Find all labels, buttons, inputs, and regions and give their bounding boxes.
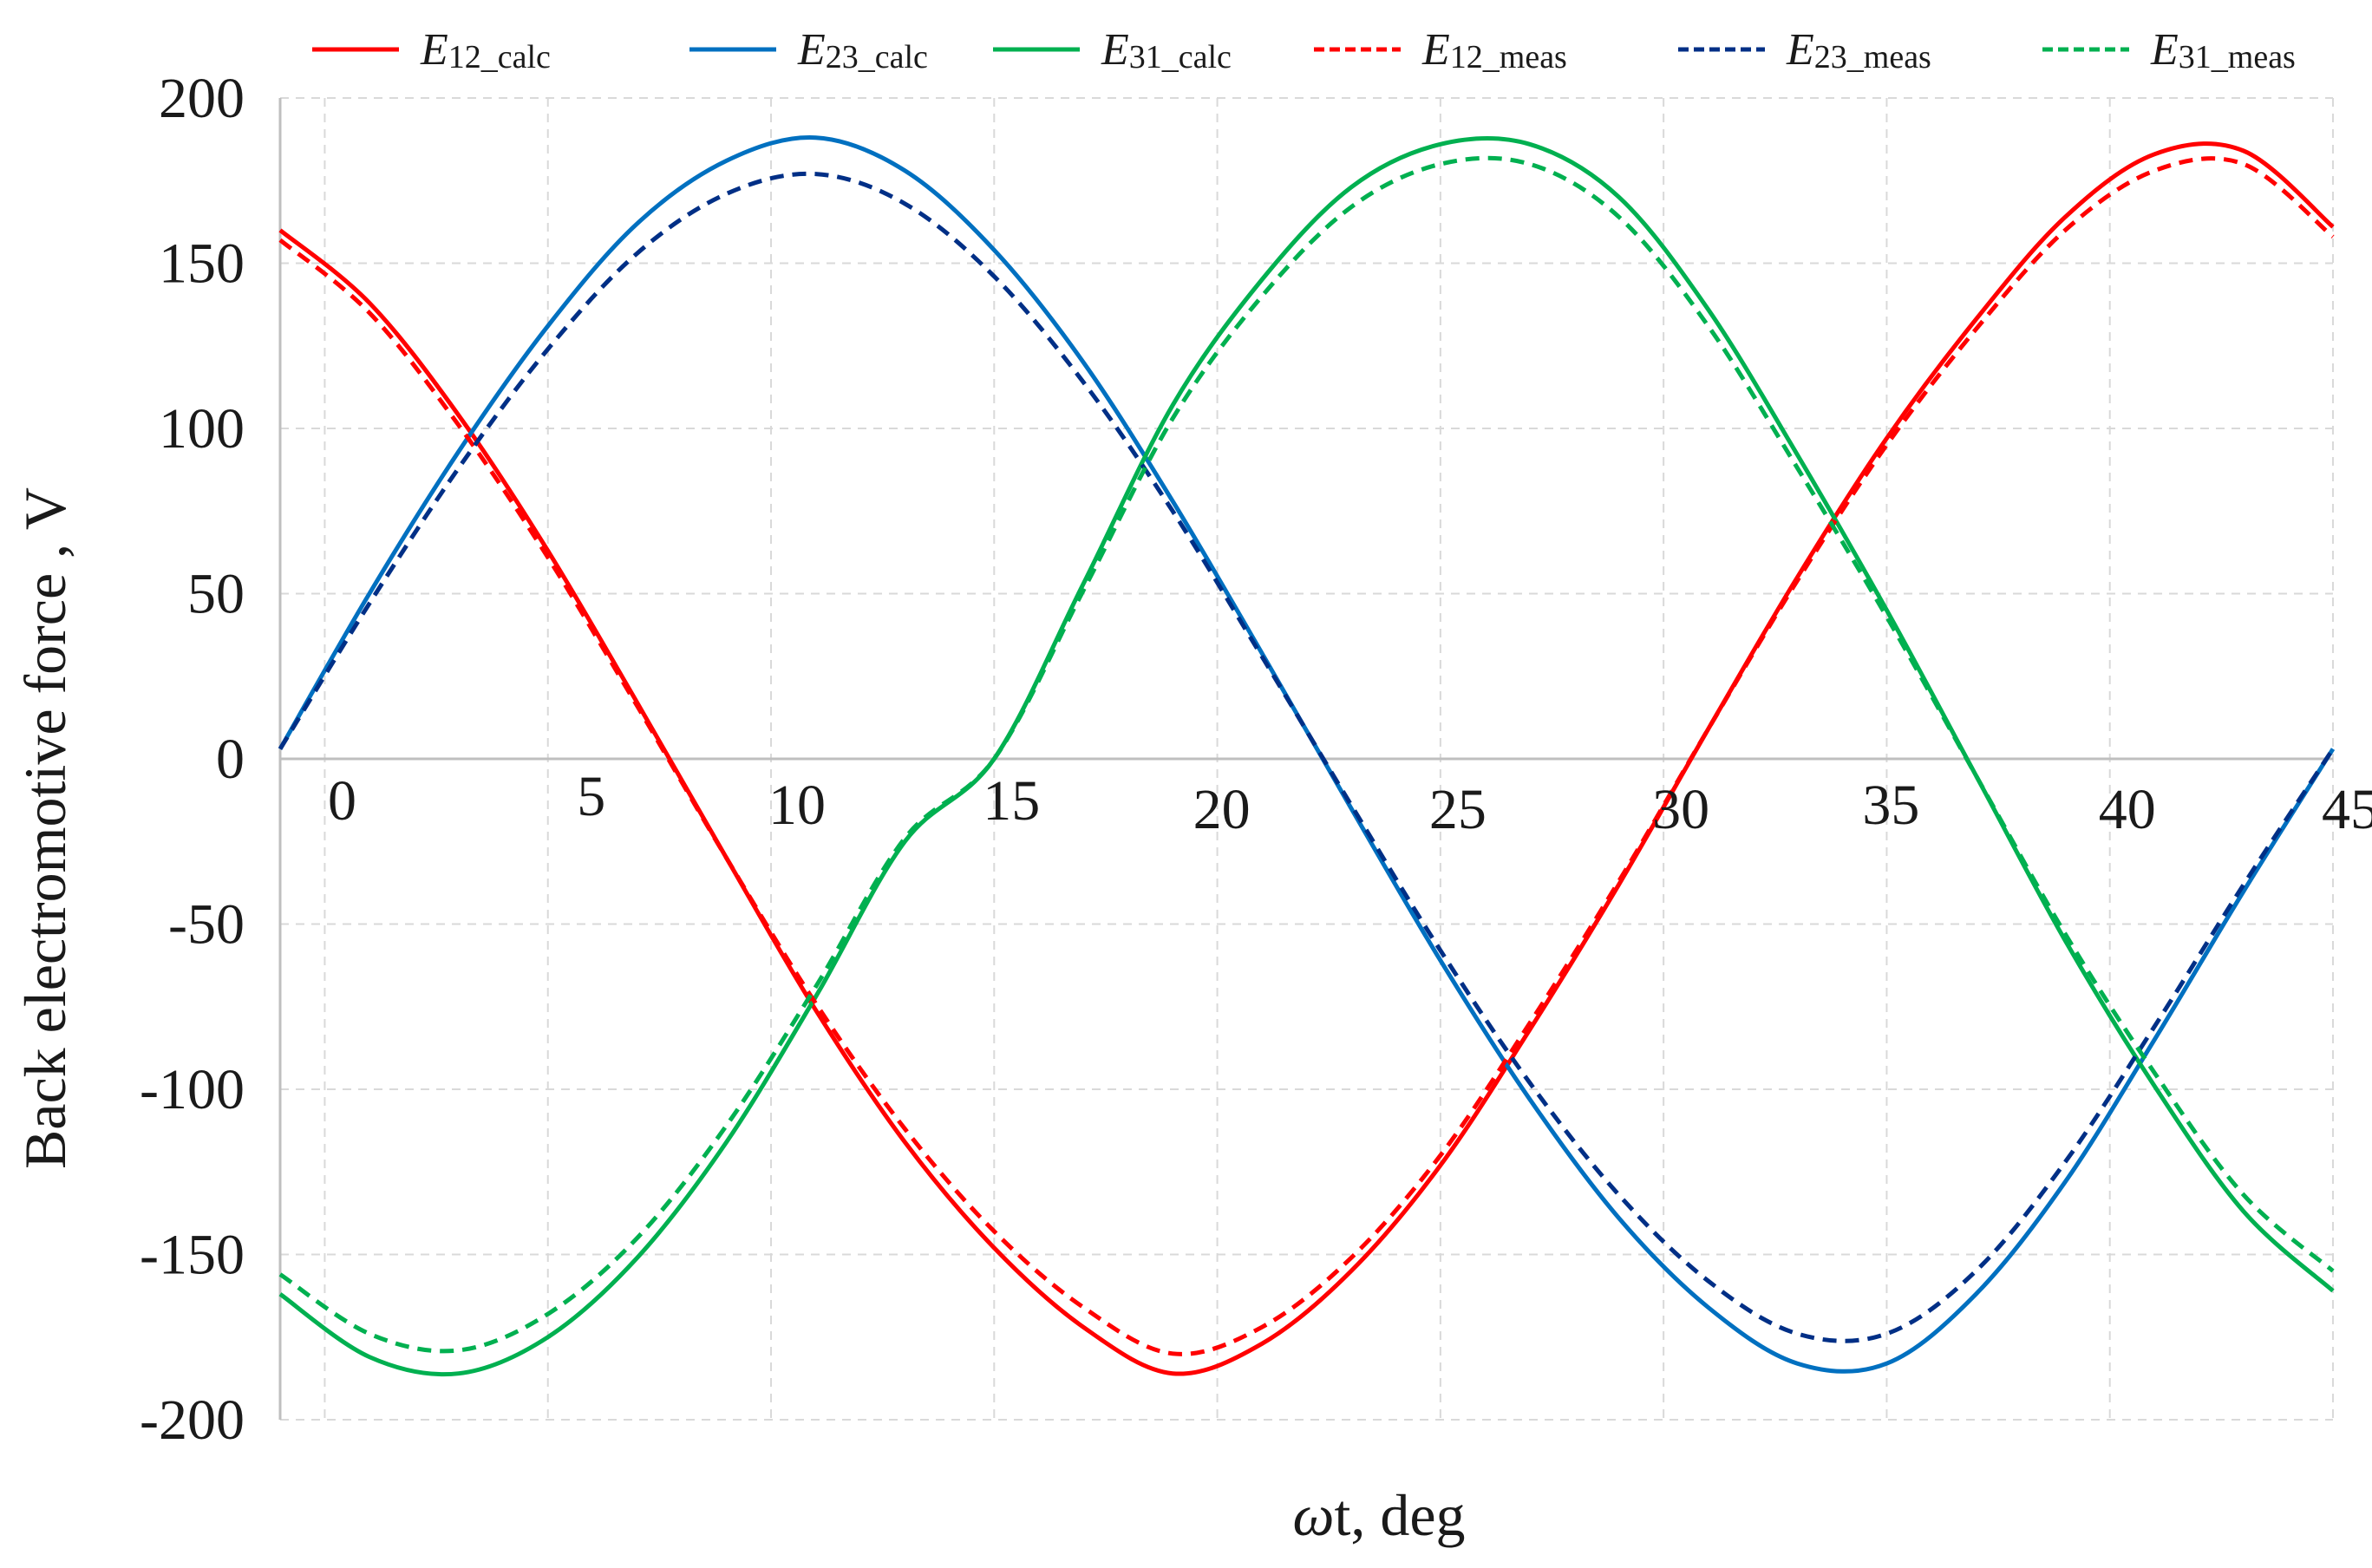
tick-labels: 200 150 100 50 0 -50 -100 -150 -200 0 5 10 15 20 25 30 3… <box>140 67 2372 1452</box>
x-tick-label: 30 <box>1652 778 1709 841</box>
series-line-e31-meas <box>278 155 2335 1354</box>
x-tick-label: 15 <box>983 769 1040 833</box>
x-tick-label: 0 <box>328 769 356 833</box>
x-axis-title: ωt, deg <box>1292 1482 1465 1548</box>
x-tick-label: 10 <box>768 774 826 837</box>
y-tick-label: 0 <box>216 728 245 791</box>
legend-label: E12_meas <box>1421 25 1567 75</box>
legend: E12_calc E23_calc E31_calc E12_meas E23_meas… <box>312 25 2296 75</box>
series-line-e12-meas <box>278 156 2335 1356</box>
legend-item: E23_meas <box>1678 25 1931 75</box>
y-tick-label: -50 <box>168 893 245 957</box>
y-axis-title: Back electromotive force , V <box>12 487 78 1169</box>
x-axis-title-symbol: ω <box>1292 1482 1334 1548</box>
series-lines <box>278 135 2336 1377</box>
y-tick-label: -100 <box>140 1058 245 1121</box>
legend-label: E31_calc <box>1101 25 1232 75</box>
series-line-e31-calc <box>278 135 2335 1377</box>
y-tick-label: 50 <box>187 563 245 626</box>
y-tick-label: 150 <box>159 232 245 296</box>
y-tick-label: 200 <box>159 67 245 130</box>
series-line-e23-calc <box>278 135 2336 1374</box>
y-tick-label: 100 <box>159 397 245 461</box>
legend-item: E31_calc <box>993 25 1232 75</box>
x-tick-label: 40 <box>2099 778 2156 841</box>
legend-item: E12_meas <box>1314 25 1567 75</box>
x-tick-label: 35 <box>1862 774 1919 837</box>
x-tick-label: 45 <box>2322 778 2372 841</box>
series-line-e12-calc <box>278 141 2335 1376</box>
x-tick-label: 25 <box>1429 778 1487 841</box>
y-tick-label: -200 <box>140 1388 245 1452</box>
legend-item: E12_calc <box>312 25 551 75</box>
legend-item: E31_meas <box>2042 25 2296 75</box>
legend-label: E23_meas <box>1786 25 1931 75</box>
legend-label: E31_meas <box>2150 25 2296 75</box>
x-tick-label: 20 <box>1193 778 1251 841</box>
legend-label: E12_calc <box>420 25 551 75</box>
legend-item: E23_calc <box>689 25 928 75</box>
axes <box>278 98 2333 1420</box>
legend-label: E23_calc <box>797 25 928 75</box>
series-line-e23-meas <box>278 171 2336 1343</box>
x-axis-title-text: t, deg <box>1334 1482 1465 1548</box>
x-tick-label: 5 <box>577 765 605 828</box>
y-tick-label: -150 <box>140 1224 245 1287</box>
